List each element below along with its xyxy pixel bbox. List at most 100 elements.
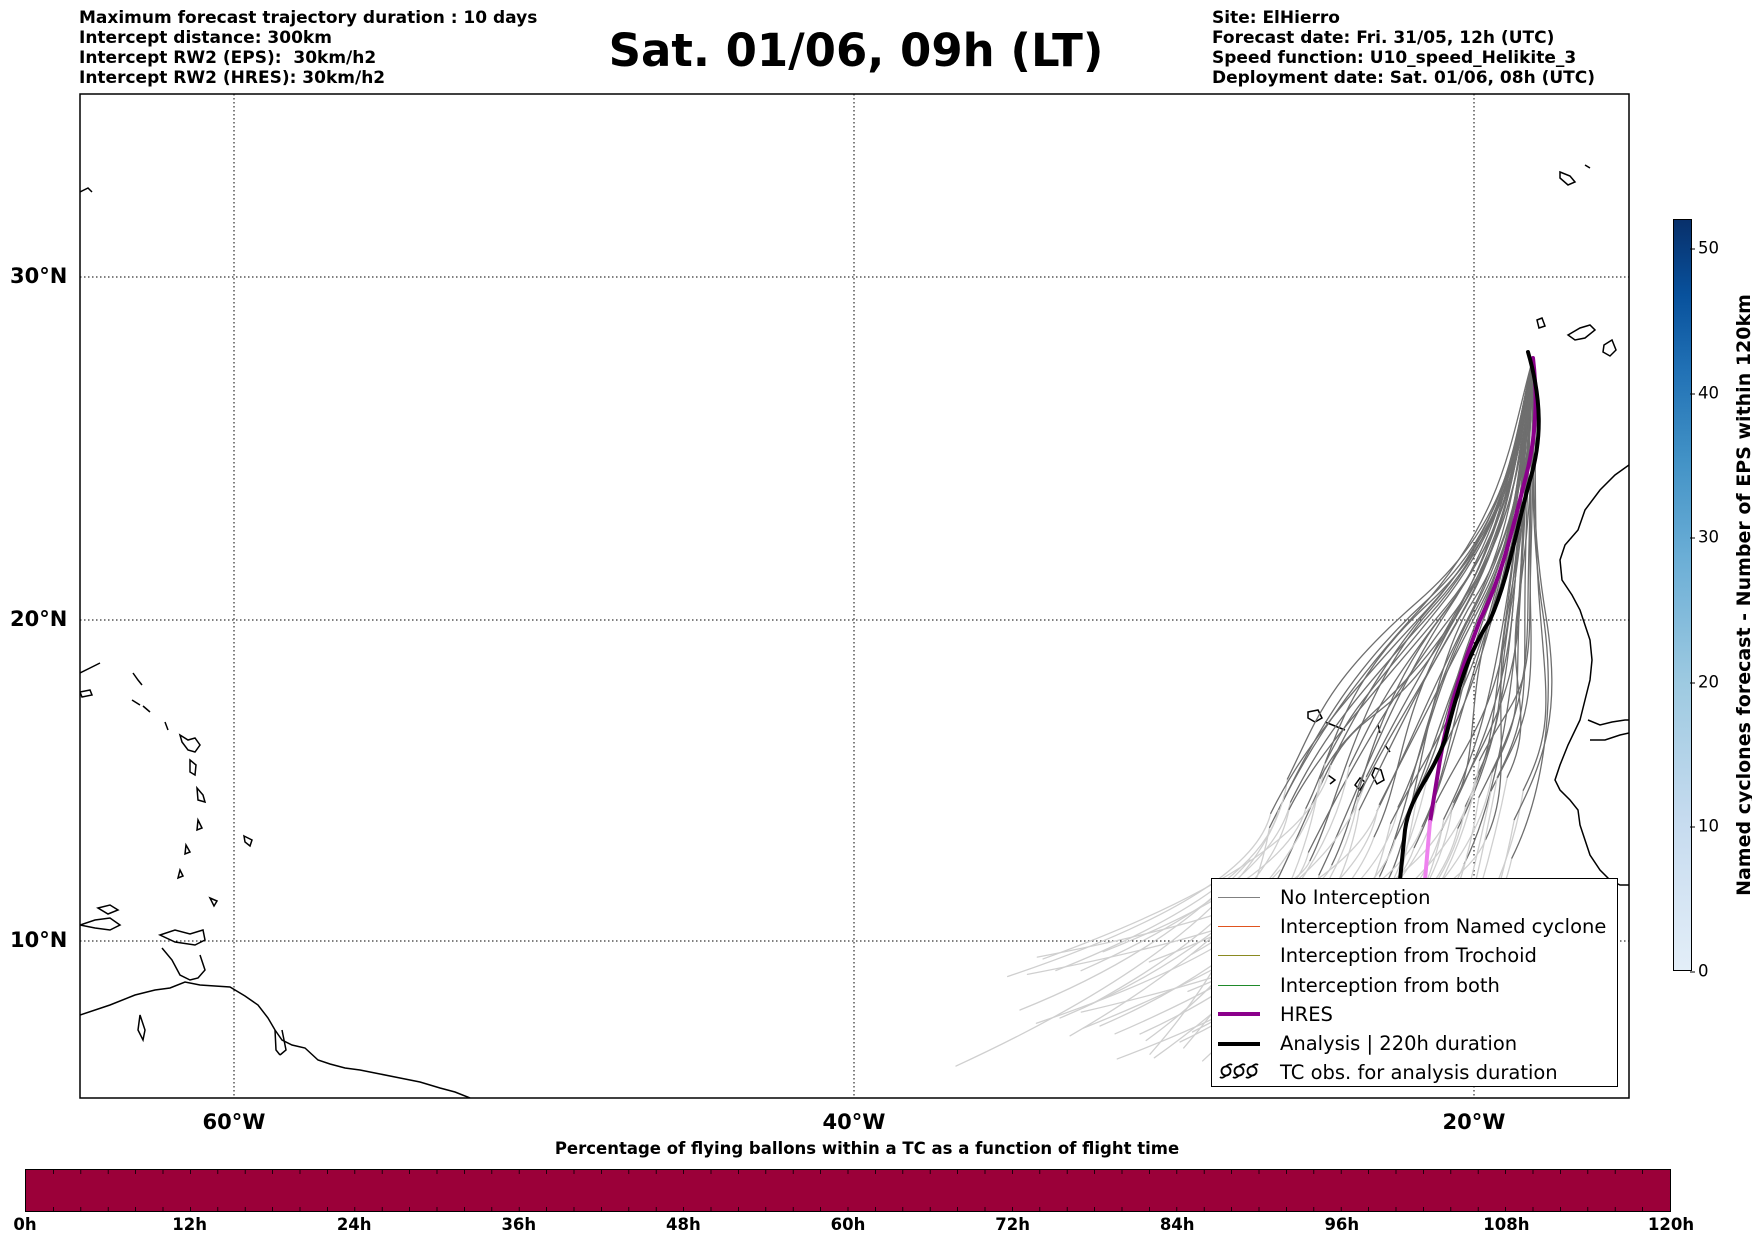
- timebar-tick: 60h: [830, 1215, 866, 1234]
- coast-dominica: [189, 758, 197, 777]
- legend-label: Interception from Named cyclone: [1280, 915, 1607, 939]
- legend-label: Interception from Trochoid: [1280, 944, 1537, 968]
- coast-venezuela-bay: [161, 947, 206, 981]
- lon-label-40w: 40°W: [822, 1110, 886, 1134]
- cyclone-colorbar: [1673, 219, 1692, 971]
- legend-label: TC obs. for analysis duration: [1280, 1061, 1558, 1085]
- legend-label: No Interception: [1280, 886, 1431, 910]
- legend-swatch: [1218, 955, 1260, 957]
- coast-island: [1584, 164, 1591, 169]
- legend-item-named-cyclone: Interception from Named cyclone: [1212, 912, 1617, 941]
- coast-martinique: [196, 785, 207, 804]
- timebar-tick: 36h: [501, 1215, 537, 1234]
- legend-item-trochoid: Interception from Trochoid: [1212, 941, 1617, 970]
- lat-label-10n: 10°N: [10, 928, 68, 952]
- info-line: Intercept RW2 (HRES): 30km/h2: [79, 68, 386, 88]
- coast-grenada: [176, 867, 185, 880]
- colorbar-tick: 50: [1690, 238, 1719, 258]
- colorbar-tick: 0: [1690, 961, 1709, 981]
- timebar-tick: 24h: [336, 1215, 372, 1234]
- coast-cape-verde: [1371, 767, 1385, 786]
- legend-swatch: [1218, 926, 1260, 928]
- tc-symbol-icon: [1218, 1060, 1260, 1085]
- ensemble-trajectory: [1357, 357, 1534, 798]
- coast-bermuda: [80, 187, 93, 193]
- colorbar-tick: 30: [1690, 527, 1719, 547]
- coast-cape-verde: [1307, 709, 1323, 723]
- coast-cape-verde: [1327, 774, 1337, 785]
- coast-africa: [1554, 464, 1629, 886]
- ensemble-trajectory-faded: [1007, 812, 1272, 978]
- map-frame: [79, 93, 1630, 1099]
- info-line: Intercept distance: 300km: [79, 28, 332, 48]
- coast-island: [80, 689, 94, 698]
- coast-island: [142, 705, 151, 713]
- page-title: Sat. 01/06, 09h (LT): [608, 24, 1104, 77]
- coast-st-vincent: [184, 842, 192, 856]
- coast-gran-canaria: [1602, 338, 1617, 357]
- coast-island: [96, 904, 120, 915]
- coast-cape-verde: [1354, 776, 1366, 792]
- coast-tenerife: [1536, 317, 1546, 329]
- ensemble-trajectory: [1330, 357, 1534, 766]
- ensemble-trajectory: [1376, 357, 1534, 812]
- colorbar-tick: 10: [1690, 816, 1719, 836]
- lat-label-20n: 20°N: [10, 607, 68, 631]
- legend-swatch: [1218, 1041, 1260, 1046]
- coast-st-lucia: [196, 817, 204, 832]
- coast-island: [80, 917, 122, 931]
- legend-item-hres: HRES: [1212, 1000, 1617, 1029]
- info-line: Site: ElHierro: [1212, 8, 1340, 28]
- coast-island: [131, 699, 141, 706]
- timebar-tick: 48h: [666, 1215, 701, 1234]
- coastlines: [80, 164, 1629, 1098]
- timebar-tick: 120h: [1647, 1215, 1695, 1234]
- coast-south-america: [80, 981, 471, 1098]
- ensemble-trajectory: [1496, 357, 1534, 778]
- timebar-tick: 84h: [1159, 1215, 1195, 1234]
- legend-label: HRES: [1280, 1002, 1333, 1026]
- info-line: Intercept RW2 (EPS): 30km/h2: [79, 48, 377, 68]
- coast-fuerteventura: [1566, 324, 1597, 341]
- legend-label: Analysis | 220h duration: [1280, 1032, 1518, 1056]
- colorbar-label: Named cyclones forecast - Number of EPS …: [1733, 294, 1752, 896]
- coast-trinidad-area: [157, 929, 206, 946]
- info-line: Maximum forecast trajectory duration : 1…: [79, 8, 538, 28]
- timebar-tick: 0h: [13, 1215, 37, 1234]
- info-line: Forecast date: Fri. 31/05, 12h (UTC): [1212, 28, 1555, 48]
- timebar-minor-ticks: [52, 1170, 1643, 1211]
- coast-puerto-rico: [80, 662, 101, 674]
- hres-trajectory-faded: [1423, 820, 1432, 882]
- timebar-tick: 96h: [1324, 1215, 1360, 1234]
- info-line: Speed function: U10_speed_Helikite_3: [1212, 48, 1577, 68]
- legend-item-tc-obs: TC obs. for analysis duration: [1212, 1058, 1617, 1087]
- ensemble-trajectory: [1268, 357, 1534, 828]
- flight-time-bar: [25, 1169, 1671, 1212]
- site-info: Site: ElHierro Forecast date: Fri. 31/05…: [1212, 8, 1595, 88]
- coast-senegal: [1590, 732, 1629, 741]
- colorbar-tick: 20: [1690, 672, 1719, 692]
- hres-trajectory: [1428, 356, 1538, 824]
- coast-island: [137, 1014, 146, 1043]
- lon-label-60w: 60°W: [202, 1110, 266, 1134]
- timebar-tick: 12h: [172, 1215, 207, 1234]
- ensemble-trajectory: [1365, 357, 1534, 778]
- legend-swatch: [1218, 1012, 1260, 1017]
- timebar-title: Percentage of flying ballons within a TC…: [554, 1139, 1180, 1158]
- timebar-tick: 72h: [995, 1215, 1030, 1234]
- forecast-parameters: Maximum forecast trajectory duration : 1…: [79, 8, 537, 88]
- timebar-tick: 108h: [1483, 1215, 1530, 1234]
- lon-label-20w: 20°W: [1442, 1110, 1506, 1134]
- coast-delta: [279, 1029, 287, 1056]
- coast-madeira: [1559, 170, 1577, 186]
- legend-label: Interception from both: [1280, 973, 1500, 997]
- colorbar-tick: 40: [1690, 383, 1719, 403]
- coast-island: [243, 834, 253, 848]
- coast-orinoco: [274, 1029, 281, 1056]
- map-legend: No Interception Interception from Named …: [1211, 878, 1618, 1087]
- lat-label-30n: 30°N: [10, 264, 68, 288]
- coast-island: [164, 721, 169, 731]
- legend-swatch: [1218, 897, 1260, 899]
- legend-item-both: Interception from both: [1212, 971, 1617, 1000]
- legend-item-analysis: Analysis | 220h duration: [1212, 1029, 1617, 1058]
